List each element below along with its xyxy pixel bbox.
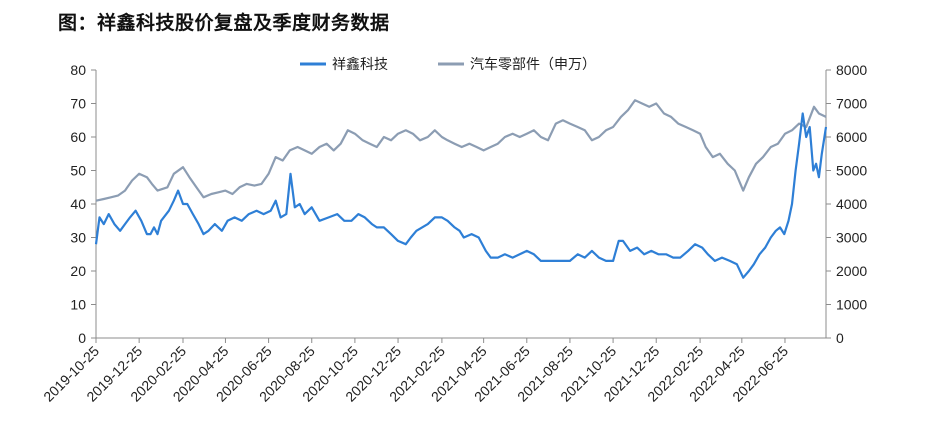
left-y-tick-label: 70 [70,96,86,112]
right-y-tick-label: 8000 [836,62,867,78]
left-y-tick-label: 60 [70,129,86,145]
left-y-tick-label: 10 [70,297,86,313]
legend-label-stock-price: 祥鑫科技 [332,56,388,73]
left-y-tick-label: 40 [70,196,86,212]
legend-label-sector-index: 汽车零部件（申万） [470,56,596,73]
right-y-tick-label: 7000 [836,96,867,112]
left-y-tick-label: 30 [70,230,86,246]
right-y-tick-label: 3000 [836,230,867,246]
left-y-tick-label: 80 [70,62,86,78]
axes: 0 10 20 30 40 50 60 70 80 0 1000 2000 3000 4000 5000 60… [40,62,867,405]
legend: 祥鑫科技 汽车零部件（申万） [300,56,596,73]
right-y-tick-label: 4000 [836,196,867,212]
left-y-tick-label: 20 [70,263,86,279]
right-y-tick-label: 0 [836,330,844,346]
chart-title: 图：祥鑫科技股价复盘及季度财务数据 [58,12,390,34]
series-line-stock-price [94,112,828,279]
right-y-tick-label: 5000 [836,163,867,179]
right-y-tick-label: 2000 [836,263,867,279]
left-y-tick-label: 0 [78,330,86,346]
series-layer [94,99,828,279]
right-y-tick-label: 6000 [836,129,867,145]
right-y-tick-label: 1000 [836,297,867,313]
left-y-tick-label: 50 [70,163,86,179]
series-line-sector-index [95,99,827,202]
